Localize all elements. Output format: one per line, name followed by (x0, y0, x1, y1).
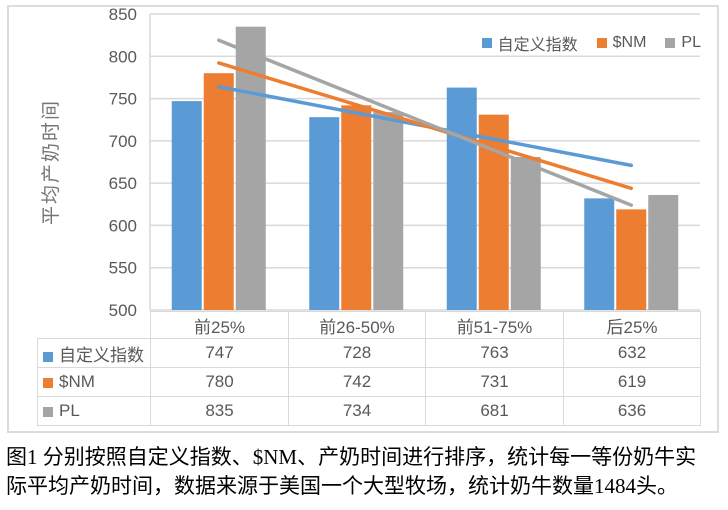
table-value: 780 (150, 367, 289, 397)
chart-legend: 自定义指数 $NM PL (481, 31, 701, 55)
series-key-icon (43, 407, 53, 417)
table-value: 619 (563, 367, 701, 397)
y-tick-label: 850 (109, 7, 137, 24)
table-value: 636 (563, 396, 701, 426)
bar-自定义指数-前26-50% (309, 117, 340, 310)
y-tick-label: 700 (109, 132, 137, 151)
figure-caption: 图1 分别按照自定义指数、$NM、产奶时间进行排序，统计每一等份奶牛实 际平均产… (6, 443, 722, 501)
figure-1-chart: 500 550 600 650 700 750 800 850 平均产奶时间 自定义指数 $NM… (7, 5, 719, 433)
legend-key-icon (596, 38, 607, 48)
data-table: 前25% 前26-50% 前51-75% 后25% 自定义指数 747 728 … (37, 311, 701, 426)
table-value: 632 (563, 338, 701, 368)
legend-label: 自定义指数 (497, 37, 578, 54)
series-key-icon (43, 378, 53, 388)
bar-自定义指数-前25% (171, 101, 202, 310)
bar-$NM-前25% (203, 73, 234, 310)
y-tick-label: 650 (109, 174, 137, 193)
table-value: 742 (288, 367, 426, 397)
caption-line-2: 际平均产奶时间，数据来源于美国一个大型牧场，统计奶牛数量1484头。 (6, 474, 678, 498)
row-label: $NM (59, 372, 95, 391)
legend-item-custom-index: 自定义指数 (481, 31, 578, 55)
y-axis-title: 平均产奶时间 (40, 99, 62, 225)
trendline-PL (217, 38, 633, 207)
bar-$NM-前26-50% (341, 105, 372, 310)
row-label-cell: $NM (37, 367, 151, 397)
y-tick-label: 750 (109, 90, 137, 109)
y-tick-label: 550 (109, 259, 137, 278)
row-label-cell: 自定义指数 (37, 338, 151, 368)
table-value: 728 (288, 338, 426, 368)
legend-label: $NM (612, 34, 647, 51)
category-header: 前25% (150, 311, 289, 339)
plot-svg: 500 550 600 650 700 750 800 850 平均产奶时间 (40, 7, 700, 320)
table-row-nm: $NM 780 742 731 619 (37, 367, 701, 397)
legend-item-nm: $NM (596, 34, 647, 52)
table-value: 681 (425, 396, 564, 426)
table-value: 747 (150, 338, 289, 368)
table-value: 835 (150, 396, 289, 426)
row-label: PL (59, 401, 80, 420)
legend-label: PL (681, 34, 701, 51)
y-tick-label: 800 (109, 47, 137, 66)
category-header: 前51-75% (425, 311, 564, 339)
table-row-pl: PL 835 734 681 636 (37, 396, 701, 426)
category-header: 前26-50% (288, 311, 426, 339)
table-row-custom-index: 自定义指数 747 728 763 632 (37, 338, 701, 368)
y-tick-label: 500 (109, 301, 137, 320)
trendline-$NM (217, 61, 633, 191)
bar-PL-后25% (648, 194, 679, 310)
table-value: 734 (288, 396, 426, 426)
legend-key-icon (481, 38, 492, 48)
y-tick-label: 600 (109, 216, 137, 235)
row-label-cell: PL (37, 396, 151, 426)
legend-item-pl: PL (665, 34, 701, 52)
series-key-icon (43, 351, 53, 362)
table-value: 731 (425, 367, 564, 397)
bar-PL-前26-50% (373, 112, 404, 310)
bar-自定义指数-后25% (584, 198, 615, 310)
table-header-row: 前25% 前26-50% 前51-75% 后25% (38, 311, 701, 339)
category-header: 后25% (563, 311, 701, 339)
table-value: 763 (425, 338, 564, 368)
legend-key-icon (665, 38, 676, 48)
bar-$NM-后25% (616, 209, 647, 310)
bar-PL-前51-75% (510, 156, 541, 310)
row-label: 自定义指数 (59, 345, 144, 365)
table-corner-cell (38, 312, 151, 339)
bar-自定义指数-前51-75% (446, 87, 477, 310)
caption-line-1: 图1 分别按照自定义指数、$NM、产奶时间进行排序，统计每一等份奶牛实 (6, 445, 697, 469)
